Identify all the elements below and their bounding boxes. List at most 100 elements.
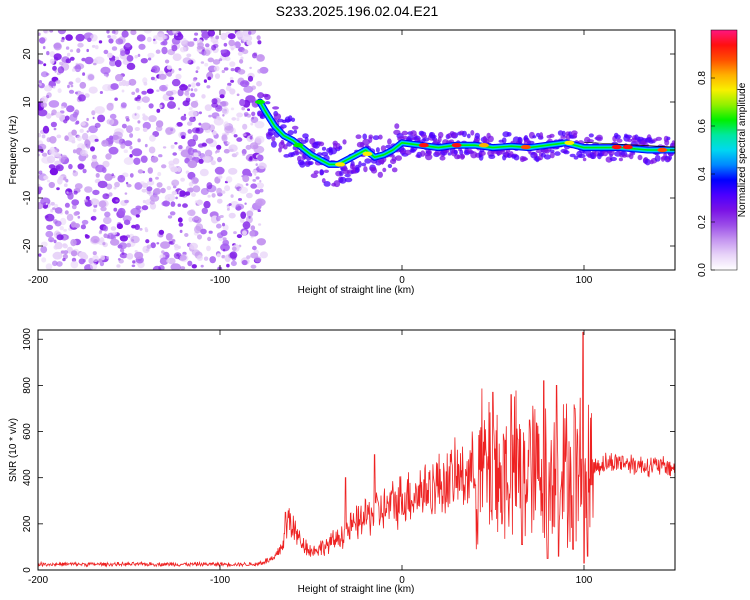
noise-blob <box>226 205 231 209</box>
noise-blob <box>94 138 99 142</box>
noise-blob <box>190 92 196 98</box>
noise-blob <box>113 136 123 144</box>
noise-blob <box>207 194 211 198</box>
noise-blob <box>120 102 127 108</box>
noise-blob <box>114 97 118 101</box>
noise-blob <box>110 83 119 90</box>
noise-blob <box>255 176 260 180</box>
ridge-halo <box>628 153 634 160</box>
noise-blob <box>216 223 222 229</box>
noise-blob <box>94 106 105 114</box>
noise-blob <box>196 199 203 206</box>
noise-blob <box>59 61 64 66</box>
noise-blob <box>147 52 155 59</box>
noise-blob <box>121 252 125 255</box>
colorbar-tick-label: 0.2 <box>697 215 708 229</box>
noise-blob <box>226 208 230 211</box>
noise-blob <box>67 192 74 200</box>
noise-blob <box>51 112 54 116</box>
noise-blob <box>219 215 224 218</box>
noise-blob <box>38 133 42 138</box>
noise-blob <box>97 180 108 189</box>
noise-blob <box>185 97 191 103</box>
noise-blob <box>242 175 250 183</box>
noise-blob <box>217 198 223 204</box>
noise-blob <box>180 115 187 121</box>
noise-blob <box>140 181 145 185</box>
noise-blob <box>188 181 194 187</box>
noise-blob <box>172 152 177 156</box>
noise-blob <box>191 127 200 134</box>
x-tick-label: 0 <box>399 575 405 586</box>
ridge-halo <box>387 138 392 145</box>
noise-blob <box>142 199 146 204</box>
noise-blob <box>216 149 220 153</box>
noise-blob <box>38 170 43 175</box>
noise-blob <box>233 231 237 235</box>
noise-blob <box>60 250 66 254</box>
noise-blob <box>249 230 256 237</box>
noise-blob <box>38 186 43 191</box>
noise-blob <box>143 81 148 86</box>
noise-blob <box>236 137 243 142</box>
ridge-halo <box>488 154 496 159</box>
ridge-halo <box>355 166 360 173</box>
noise-blob <box>203 200 211 209</box>
y-tick-label: 400 <box>22 469 33 486</box>
noise-blob <box>258 162 267 170</box>
ridge-halo <box>456 154 461 159</box>
noise-blob <box>124 48 131 55</box>
ridge-halo <box>420 150 426 157</box>
noise-blob <box>139 227 143 231</box>
noise-blob <box>237 51 243 56</box>
noise-blob <box>86 143 91 149</box>
noise-blob <box>152 265 162 270</box>
noise-blob <box>186 187 192 192</box>
ridge-halo <box>434 149 442 156</box>
noise-blob <box>255 163 258 167</box>
noise-blob <box>227 33 236 40</box>
noise-blob <box>142 127 148 132</box>
noise-blob <box>41 152 48 157</box>
noise-blob <box>241 49 249 55</box>
noise-blob <box>166 30 169 33</box>
noise-blob <box>38 145 43 153</box>
noise-blob <box>66 213 74 221</box>
noise-blob <box>66 52 71 57</box>
ridge-halo <box>569 153 576 158</box>
ridge-halo <box>304 136 309 143</box>
noise-blob <box>250 264 257 269</box>
ridge-halo <box>310 173 318 179</box>
noise-blob <box>254 135 265 144</box>
noise-blob <box>142 121 151 130</box>
noise-blob <box>126 252 134 260</box>
ridge-halo <box>287 130 294 136</box>
ridge-halo <box>323 181 331 187</box>
ridge-halo <box>270 140 277 148</box>
noise-blob <box>201 94 206 99</box>
noise-blob <box>104 211 111 218</box>
noise-blob <box>38 109 48 117</box>
noise-blob <box>220 32 228 41</box>
noise-blob <box>112 231 118 235</box>
noise-blob <box>191 176 199 185</box>
ridge-halo <box>554 151 561 156</box>
noise-blob <box>242 221 251 230</box>
ridge-hotspot <box>362 151 373 156</box>
noise-blob <box>251 85 256 90</box>
noise-blob <box>151 66 158 72</box>
ridge-halo <box>451 132 457 138</box>
ridge-halo <box>321 146 327 151</box>
noise-blob <box>164 193 176 202</box>
noise-blob <box>121 89 125 93</box>
noise-blob <box>215 105 223 112</box>
noise-blob <box>166 71 172 77</box>
noise-blob <box>171 78 181 87</box>
noise-blob <box>117 174 126 183</box>
ridge-halo <box>370 167 378 174</box>
ridge-halo <box>339 170 344 176</box>
ridge-halo <box>439 155 446 161</box>
x-tick-label: -200 <box>28 275 48 286</box>
noise-blob <box>125 116 130 120</box>
